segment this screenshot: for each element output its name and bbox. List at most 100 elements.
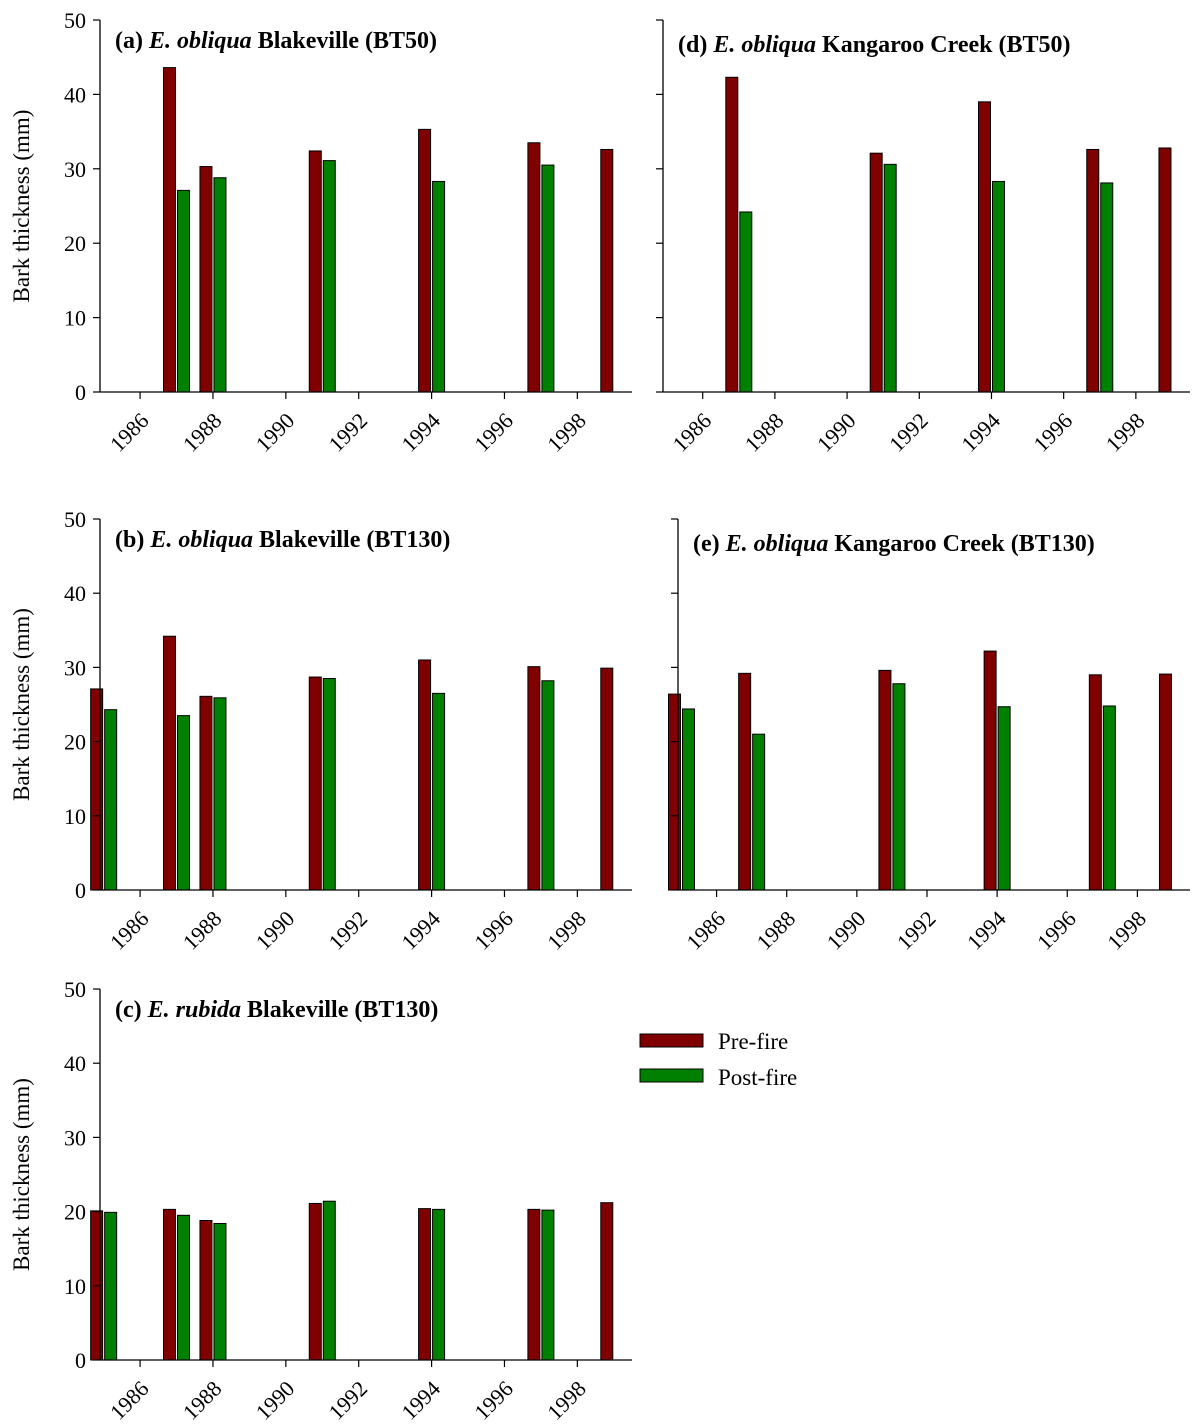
- panel-a: 0 10 20 30 40 50 1986 1988 1990 1992 1994 1996 1998 B…: [9, 8, 632, 457]
- x-tick-label: 1996: [1028, 408, 1077, 457]
- y-tick-label: 50: [64, 977, 86, 1002]
- x-tick-label: 1998: [1102, 906, 1151, 955]
- x-tick-label: 1986: [105, 1376, 154, 1425]
- bar-post-fire-1987: [177, 1214, 191, 1361]
- x-tick-label: 1998: [542, 408, 591, 457]
- bar-post-fire-1997: [1102, 705, 1116, 891]
- panel-title-prefix: (d): [678, 32, 713, 58]
- x-tick-label: 1988: [740, 408, 789, 457]
- bar-post-fire-1994: [432, 692, 446, 891]
- bar-pre-fire-1994: [418, 1208, 432, 1361]
- panel-title-species: E. obliqua: [712, 32, 816, 58]
- x-tick-label: 1994: [396, 1376, 445, 1425]
- bar-pre-fire-1999: [1158, 673, 1172, 891]
- bar-pre-fire-1988: [199, 166, 213, 393]
- bar-pre-fire-1991: [308, 1202, 322, 1361]
- x-tick-label: 1990: [251, 1376, 300, 1425]
- x-tick-label: 1998: [542, 1376, 591, 1425]
- bar-post-fire-1997: [541, 164, 555, 393]
- bar-pre-fire-1991: [869, 152, 883, 393]
- panel-c: 0 10 20 30 40 50 1986 1988 1990 1992 1994 1996 1998 B…: [9, 977, 632, 1425]
- panel-title-species: E. obliqua: [148, 28, 252, 54]
- x-tick-label: 1992: [323, 408, 372, 457]
- bar-pre-fire-1985: [90, 688, 104, 891]
- y-tick-label: 0: [75, 380, 86, 405]
- bar-pre-fire-1987: [738, 672, 752, 891]
- y-tick-label: 50: [64, 8, 86, 33]
- x-tick-label: 1996: [469, 906, 518, 955]
- bar-pre-fire-1987: [725, 76, 739, 393]
- bar-pre-fire-1999: [600, 1202, 614, 1361]
- x-tick-label: 1986: [681, 906, 730, 955]
- panel-title: (e) E. obliqua Kangaroo Creek (BT130): [693, 531, 1095, 557]
- x-tick-label: 1994: [396, 408, 445, 457]
- panel-title-prefix: (b): [115, 527, 150, 553]
- panel-title-rest: Blakeville (BT130): [253, 527, 450, 553]
- x-tick-label: 1992: [323, 1376, 372, 1425]
- bar-post-fire-1987: [739, 211, 753, 393]
- bar-pre-fire-1997: [527, 142, 541, 393]
- bar-pre-fire-1988: [199, 1220, 213, 1361]
- bar-pre-fire-1994: [418, 659, 432, 891]
- bar-pre-fire-1991: [308, 676, 322, 891]
- y-tick-label: 0: [75, 1348, 86, 1373]
- bar-post-fire-1987: [752, 733, 766, 891]
- x-tick-label: 1994: [956, 408, 1005, 457]
- x-tick-label: 1996: [1032, 906, 1081, 955]
- legend-swatch-pre-fire: [639, 1033, 704, 1048]
- bar-post-fire-1997: [541, 1209, 555, 1361]
- bar-pre-fire-1987: [163, 1208, 177, 1361]
- bar-pre-fire-1985: [668, 693, 682, 891]
- panel-title: (c) E. rubida Blakeville (BT130): [115, 997, 438, 1023]
- bar-post-fire-1991: [892, 683, 906, 891]
- bar-post-fire-1985: [104, 1211, 118, 1361]
- y-tick-label: 40: [64, 82, 86, 107]
- x-tick-label: 1992: [892, 906, 941, 955]
- bar-pre-fire-1991: [878, 669, 892, 891]
- bar-post-fire-1987: [177, 715, 191, 891]
- bar-pre-fire-1994: [977, 101, 991, 393]
- bar-post-fire-1985: [104, 709, 118, 891]
- bar-pre-fire-1997: [527, 666, 541, 891]
- bar-pre-fire-1991: [308, 150, 322, 393]
- y-tick-label: 40: [64, 581, 86, 606]
- bar-post-fire-1991: [883, 163, 897, 393]
- x-tick-label: 1990: [251, 408, 300, 457]
- bar-post-fire-1991: [322, 678, 336, 891]
- y-tick-label: 20: [64, 730, 86, 755]
- bar-post-fire-1988: [213, 1222, 227, 1361]
- x-tick-label: 1998: [1101, 408, 1150, 457]
- y-tick-label: 40: [64, 1051, 86, 1076]
- panel-title-rest: Blakeville (BT130): [241, 997, 438, 1023]
- x-tick-label: 1986: [105, 906, 154, 955]
- x-tick-label: 1998: [542, 906, 591, 955]
- x-tick-label: 1986: [105, 408, 154, 457]
- legend-label-pre-fire: Pre-fire: [718, 1029, 788, 1054]
- bar-pre-fire-1994: [418, 128, 432, 393]
- y-axis-label: Bark thickness (mm): [9, 1078, 34, 1271]
- y-tick-label: 0: [75, 878, 86, 903]
- bar-post-fire-1987: [177, 189, 191, 393]
- x-tick-label: 1992: [884, 408, 933, 457]
- x-tick-label: 1988: [178, 408, 227, 457]
- y-axis-label: Bark thickness (mm): [9, 110, 34, 303]
- panel-title-prefix: (c): [115, 997, 148, 1023]
- x-tick-label: 1994: [396, 906, 445, 955]
- x-tick-label: 1986: [667, 408, 716, 457]
- y-tick-label: 10: [64, 804, 86, 829]
- x-tick-label: 1990: [812, 408, 861, 457]
- y-tick-label: 20: [64, 231, 86, 256]
- bar-pre-fire-1997: [1086, 148, 1100, 393]
- panel-title: (a) E. obliqua Blakeville (BT50): [115, 28, 437, 54]
- bar-post-fire-1994: [997, 706, 1011, 891]
- panel-d: 1986 1988 1990 1992 1994 1996 1998 (d) E. obliq…: [656, 19, 1190, 457]
- panel-b: 0 10 20 30 40 50 1986 1988 1990 1992 1994 1996 1998 B…: [9, 507, 632, 955]
- panel-e: 1986 1988 1990 1992 1994 1996 1998 (e) E. obliq…: [668, 518, 1190, 955]
- panel-title-rest: Blakeville (BT50): [252, 28, 437, 54]
- x-tick-label: 1994: [962, 906, 1011, 955]
- x-tick-label: 1988: [751, 906, 800, 955]
- bar-pre-fire-1987: [163, 635, 177, 891]
- x-tick-label: 1988: [178, 1376, 227, 1425]
- y-tick-label: 10: [64, 306, 86, 331]
